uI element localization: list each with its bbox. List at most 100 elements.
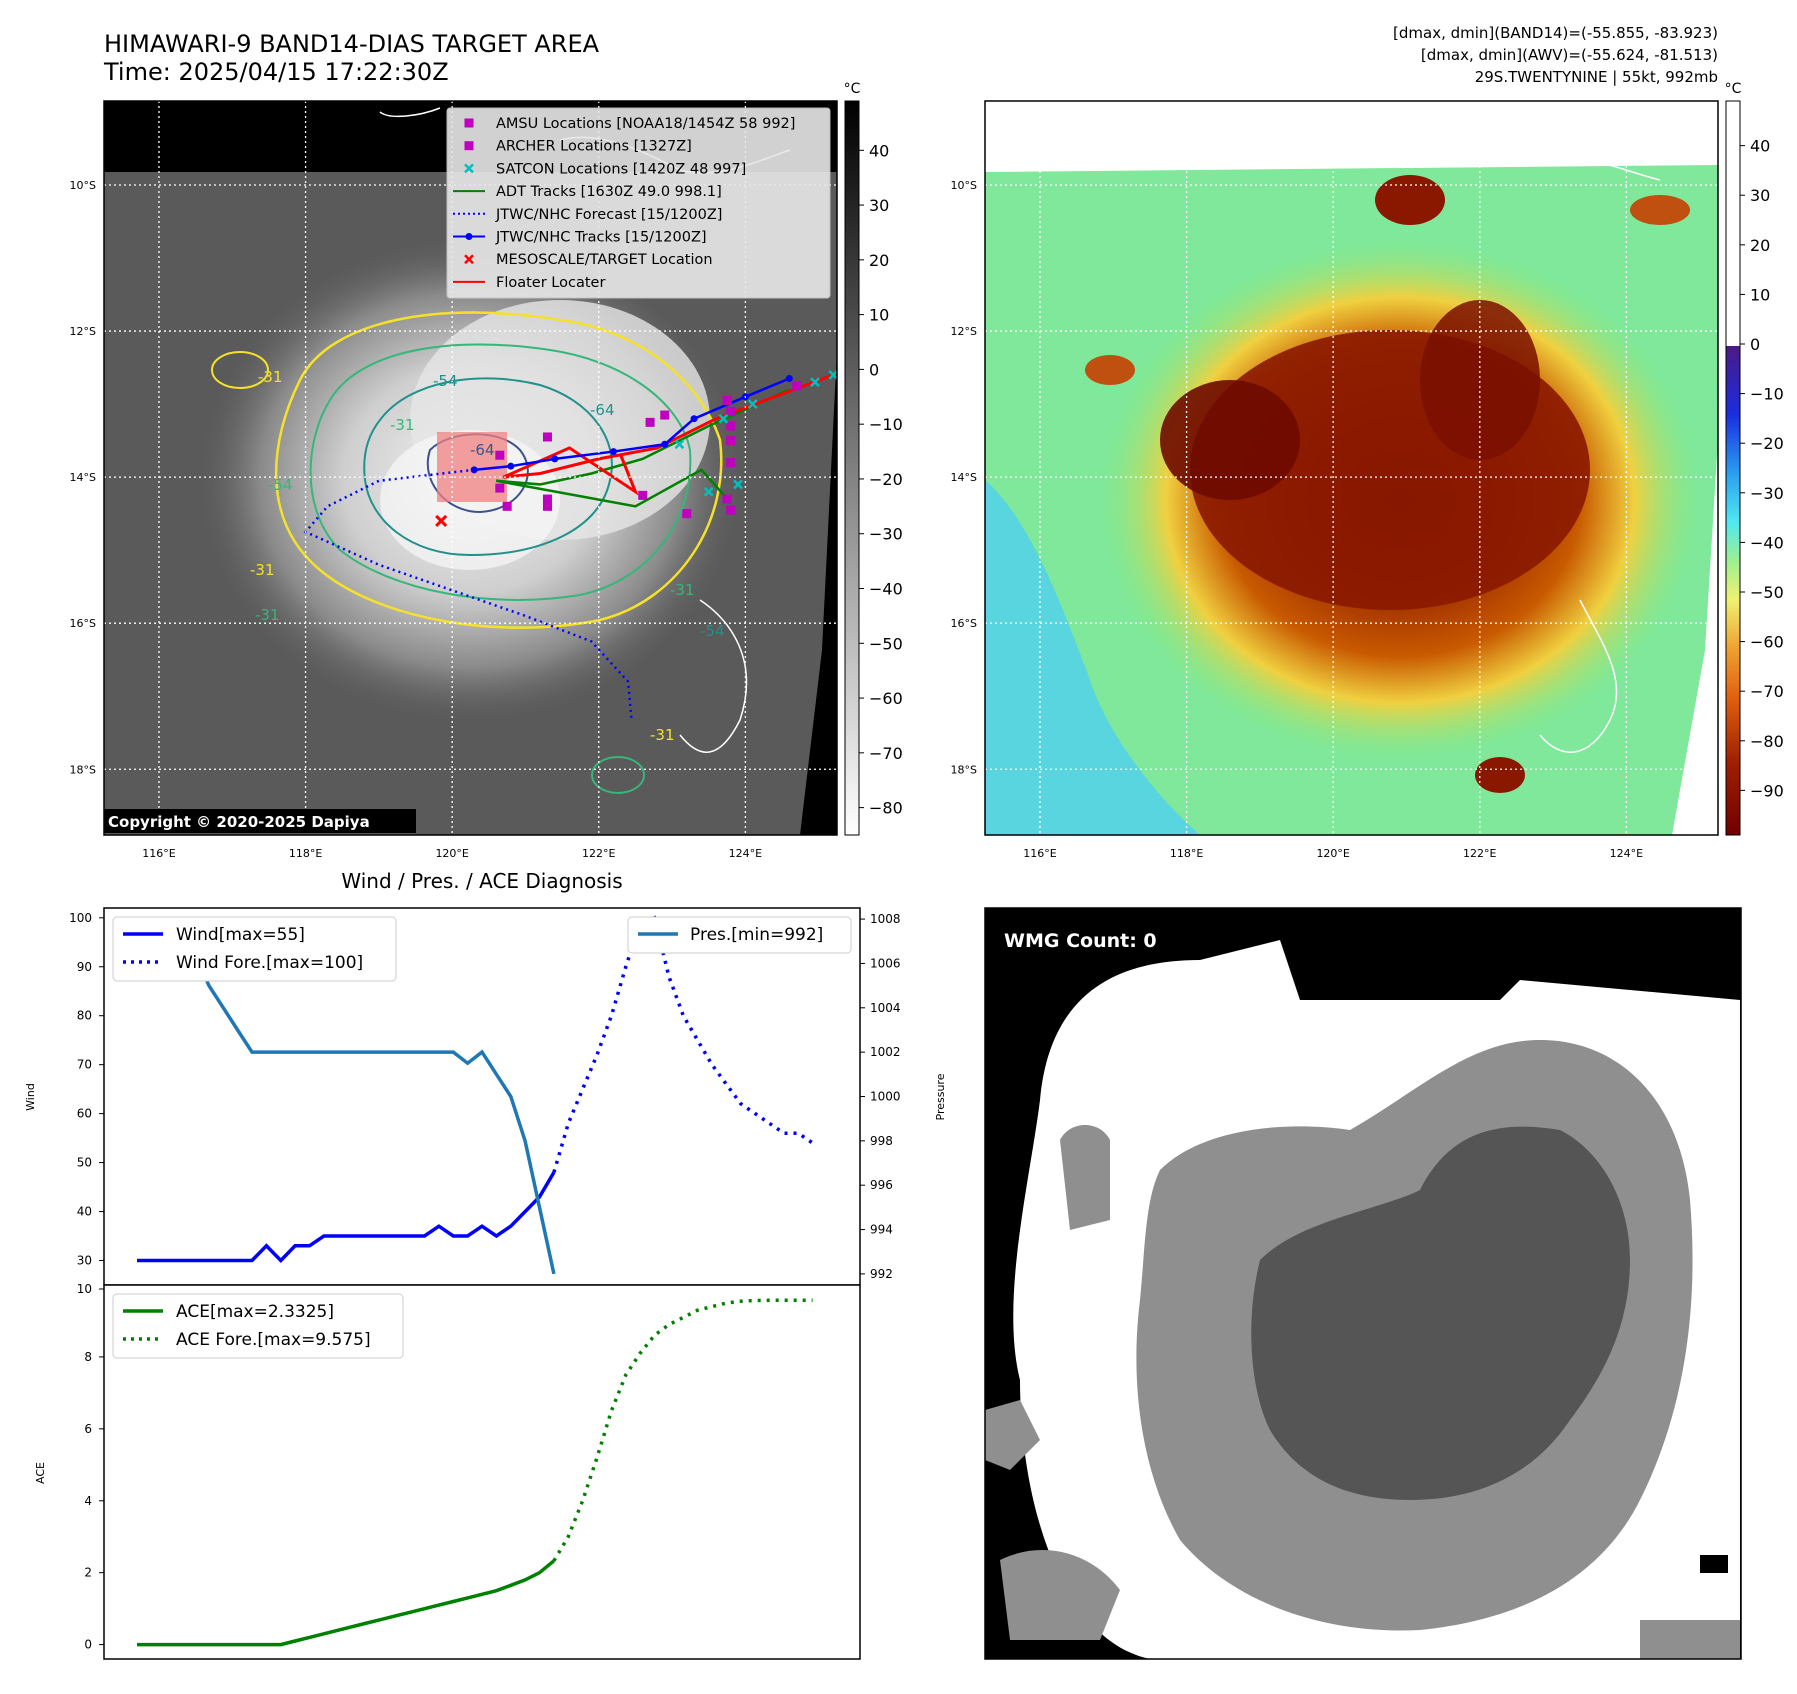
series-line: [552, 1298, 813, 1562]
legend-wind-fore-label: Wind Fore.[max=100]: [176, 953, 363, 973]
map2-cell-w: [1085, 355, 1135, 385]
best-track-line: [474, 377, 790, 472]
amsu-point: [722, 395, 732, 405]
map2-core-north: [1420, 300, 1540, 460]
legend-swatch: [464, 118, 474, 128]
y-tick-label: 8: [84, 1350, 92, 1364]
amsu-point: [726, 421, 736, 431]
legend-item-label: ARCHER Locations [1327Z]: [496, 139, 692, 155]
lat-label: 10°S: [70, 179, 96, 192]
colorbar-tick-label: −70: [869, 744, 903, 763]
colorbar-tick-label: −40: [1750, 533, 1784, 552]
colorbar-tick-label: −60: [869, 689, 903, 708]
contour-label: -54: [268, 476, 293, 494]
amsu-point: [792, 381, 802, 391]
y-tick-label: 30: [77, 1254, 92, 1268]
legend-item-label: Floater Locater: [496, 275, 605, 291]
amsu-point: [726, 406, 736, 416]
y2-tick-label: 1000: [870, 1090, 901, 1104]
y-tick-label: 80: [77, 1009, 92, 1023]
y2-tick-label: 998: [870, 1134, 893, 1148]
map-frame: [103, 100, 838, 836]
lon-label: 118°E: [1170, 847, 1203, 860]
contour-64: [363, 377, 613, 557]
colorbar-color-unit: °C: [1725, 81, 1742, 97]
y2-tick-label: 992: [870, 1267, 893, 1281]
legend-item-label: SATCON Locations [1420Z 48 997]: [496, 161, 746, 177]
y2-tick-label: 1006: [870, 956, 901, 970]
contour-label: -64: [590, 401, 615, 419]
satcon-point: [733, 479, 743, 490]
copyright-bg: [104, 809, 416, 833]
legend-item-label: ADT Tracks [1630Z 49.0 998.1]: [496, 184, 722, 200]
lat-label: 16°S: [70, 617, 96, 630]
chart1-legend-right: Pres.[min=992]: [627, 916, 852, 954]
map-axis-labels: 10°S 12°S 14°S 16°S 18°S 116°E 118°E 120°E 122°E…: [70, 179, 763, 860]
colorbar-tick-label: 10: [1750, 285, 1770, 304]
legend-swatch: [464, 163, 474, 174]
wmg-panel: WMG Count: 0: [984, 907, 1742, 1660]
colorbar-tick-label: −60: [1750, 633, 1784, 652]
lon-label: 124°E: [1610, 847, 1643, 860]
satcon-point: [703, 486, 714, 497]
legend-swatch: [464, 254, 474, 265]
amsu-point: [660, 410, 670, 420]
y2-tick-label: 1004: [870, 1001, 901, 1015]
y2-tick-label: 1002: [870, 1045, 901, 1059]
colorbar-tick-label: −40: [869, 580, 903, 599]
contour-label: -31: [390, 416, 415, 434]
colorbar-gray-unit: °C: [844, 81, 861, 97]
lat-label: 14°S: [951, 471, 977, 484]
map2-core-west: [1160, 380, 1300, 500]
legend-item-label: AMSU Locations [NOAA18/1454Z 58 992]: [496, 116, 795, 132]
colorbar-tick-label: 20: [1750, 236, 1770, 255]
map2-cell-s: [1475, 757, 1525, 793]
legend-swatch: [464, 141, 474, 151]
y-tick-label: 40: [77, 1205, 92, 1219]
legend-right-box: [627, 916, 852, 954]
satcon-point: [718, 413, 729, 424]
best-track-point: [609, 448, 617, 456]
info-line-1: [dmax, dmin](BAND14)=(-55.855, -83.923): [1393, 24, 1718, 42]
map2-cold-region: [985, 480, 1200, 835]
colorbar-tick-label: 40: [869, 141, 889, 160]
y-tick-label: 6: [84, 1422, 92, 1436]
y-tick-label: 70: [77, 1058, 92, 1072]
chart1-y2label: Pressure: [934, 1073, 947, 1120]
wmg-level-gray-se: [1640, 1620, 1740, 1659]
lon-label: 124°E: [729, 847, 762, 860]
y-tick-label: 50: [77, 1156, 92, 1170]
best-track-point: [470, 466, 478, 474]
best-track-point: [507, 462, 515, 470]
colorbar-gray: °C 40 30 20 10 0 −10 −20 −30 −40 −50 −60 −70 −80: [844, 81, 903, 836]
colorbar-tick-label: 30: [1750, 186, 1770, 205]
title-line-2: Time: 2025/04/15 17:22:30Z: [103, 58, 449, 86]
legend-ace-fore-label: ACE Fore.[max=9.575]: [176, 1330, 371, 1350]
wmg-level-dark: [1251, 1126, 1630, 1500]
amsu-point: [495, 450, 505, 460]
contour-54: [309, 343, 692, 601]
colorbar-tick-label: 30: [869, 196, 889, 215]
lat-label: 18°S: [951, 763, 977, 776]
lat-label: 12°S: [70, 325, 96, 338]
lat-label: 10°S: [951, 179, 977, 192]
color-map-panel: 10°S 12°S 14°S 16°S 18°S 116°E 118°E 120°E 122°E…: [951, 100, 1719, 860]
lon-label: 116°E: [142, 847, 175, 860]
chart1-legend-left: Wind[max=55] Wind Fore.[max=100]: [112, 916, 397, 982]
lon-label: 116°E: [1023, 847, 1056, 860]
amsu-point: [542, 501, 552, 511]
colorbar-tick-label: 20: [869, 251, 889, 270]
legend-swatch-dot: [465, 233, 473, 240]
best-track-point: [661, 440, 669, 448]
colorbar-tick-label: −30: [1750, 484, 1784, 503]
colorbar-tick-label: 40: [1750, 137, 1770, 156]
satcon-point: [674, 439, 685, 450]
legend-item-label: JTWC/NHC Tracks [15/1200Z]: [495, 230, 707, 246]
contour-small-south: [591, 756, 645, 794]
amsu-point: [726, 505, 736, 515]
map2-frame: [984, 100, 1719, 836]
info-line-3: 29S.TWENTYNINE | 55kt, 992mb: [1475, 68, 1718, 86]
map2-grid: [985, 101, 1718, 835]
legend-item-label: JTWC/NHC Forecast [15/1200Z]: [495, 207, 722, 223]
colorbar-tick-label: −20: [869, 470, 903, 489]
